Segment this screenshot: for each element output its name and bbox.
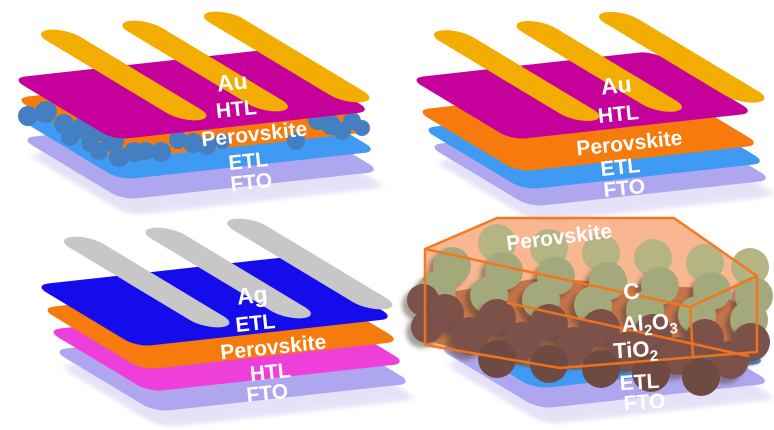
carbon-label: C [622,277,640,304]
au-label: Au [216,68,249,97]
titania-particles-row [478,340,720,396]
titania-particle [478,340,516,378]
htl-label: HTL [215,96,258,123]
dopant-particle [151,142,171,162]
etl-label: ETL [227,148,269,175]
dopant-particle [183,133,203,153]
fto-label: FTO [602,175,646,202]
dopant-particle [169,131,187,149]
titania-particle [582,350,620,388]
device-bottom-left: Ag ETL Perovskite HTL FTO [41,218,412,427]
ag-bar [145,227,311,319]
au-bar [433,30,600,121]
alumina-label: Al2O3 [621,308,679,341]
titania-particle [632,354,670,392]
perovskite-box-edges [423,216,759,370]
labels-bottom-left: Ag ETL Perovskite HTL FTO [219,281,327,408]
alumina-particles-row-top [407,284,770,361]
au-electrode-bars [40,11,370,121]
titania-particle [530,345,568,383]
htl-label: HTL [249,359,292,386]
au-bar [516,21,682,112]
ag-bar [63,236,230,328]
au-bar [598,11,765,103]
dopant-particle [198,137,216,155]
ag-label: Ag [236,281,269,310]
dopant-particle [137,142,155,160]
etl-label: ETL [619,370,660,396]
dopant-particle [81,134,99,152]
au-bar [122,20,288,112]
au-label: Au [600,71,633,100]
alumina-particle [411,311,443,343]
carbon-particle [731,248,769,286]
etl-label: ETL [234,310,276,337]
titania-label: TiO2 [612,335,659,367]
fto-label: FTO [623,390,666,416]
au-electrode-bars [433,11,765,121]
labels-top-left: Au HTL Perovskite ETL FTO [200,68,308,197]
au-bar [203,11,370,103]
ag-bar [226,218,393,310]
dopant-particle [35,101,57,123]
dopant-particle [214,133,230,149]
htl-label: HTL [597,101,640,128]
device-bottom-right: Perovskite C Al2O3 TiO2 ETL FTO [407,216,773,424]
alumina-particle [582,309,620,347]
titania-particle [682,358,720,396]
alumina-particle [451,317,489,355]
device-top-right: Au HTL Perovskite ETL FTO [416,11,772,222]
fto-label: FTO [229,169,273,196]
au-bar [40,29,207,121]
etl-label: ETL [599,154,641,181]
dopant-particle [61,128,79,146]
ag-electrode-bars [63,218,393,328]
dopant-particle [287,132,305,150]
alumina-particle [478,299,516,337]
dopant-particle [18,106,38,126]
device-top-left: Au HTL Perovskite ETL FTO [18,11,380,215]
fto-label: FTO [245,380,289,407]
alumina-particle [634,314,672,352]
dopant-particle [354,120,370,136]
